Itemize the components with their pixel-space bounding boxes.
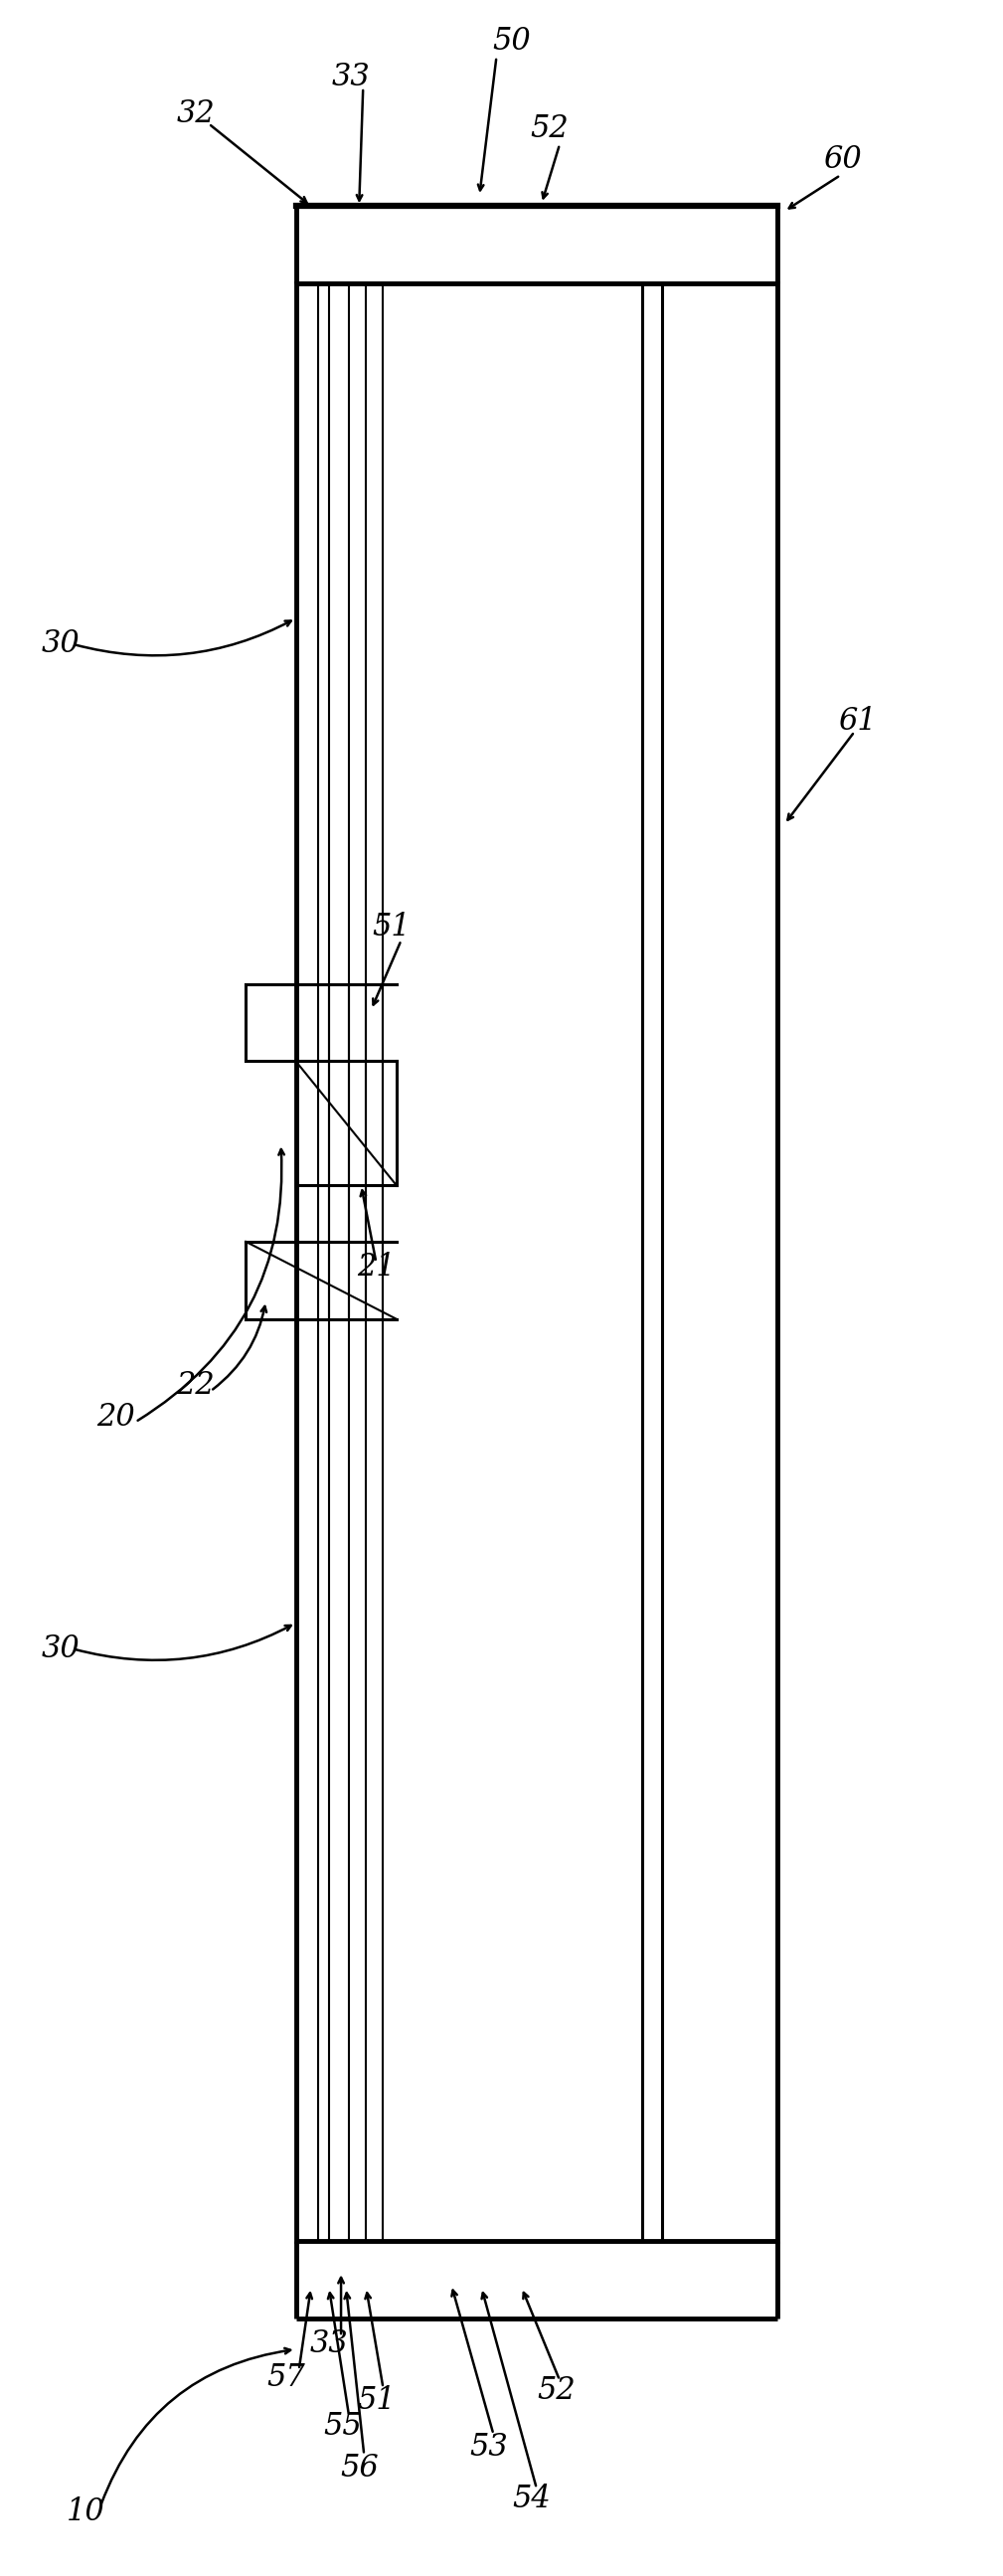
- Text: 61: 61: [839, 706, 877, 737]
- Text: 51: 51: [372, 912, 410, 943]
- Text: 30: 30: [41, 629, 79, 659]
- Text: 21: 21: [357, 1252, 395, 1283]
- Text: 10: 10: [66, 2496, 104, 2527]
- Text: 52: 52: [531, 113, 569, 144]
- Text: 50: 50: [492, 26, 531, 57]
- Text: 32: 32: [177, 98, 215, 129]
- Text: 22: 22: [177, 1370, 215, 1401]
- Text: 54: 54: [513, 2483, 551, 2514]
- Text: 53: 53: [469, 2432, 508, 2463]
- Text: 60: 60: [823, 144, 862, 175]
- Text: 51: 51: [357, 2385, 395, 2416]
- Text: 33: 33: [332, 62, 370, 93]
- Text: 30: 30: [41, 1633, 79, 1664]
- Text: 52: 52: [538, 2375, 576, 2406]
- Text: 20: 20: [96, 1401, 134, 1432]
- Text: 33: 33: [310, 2329, 348, 2360]
- Text: 57: 57: [267, 2362, 305, 2393]
- Text: 56: 56: [340, 2452, 378, 2483]
- Text: 55: 55: [324, 2411, 362, 2442]
